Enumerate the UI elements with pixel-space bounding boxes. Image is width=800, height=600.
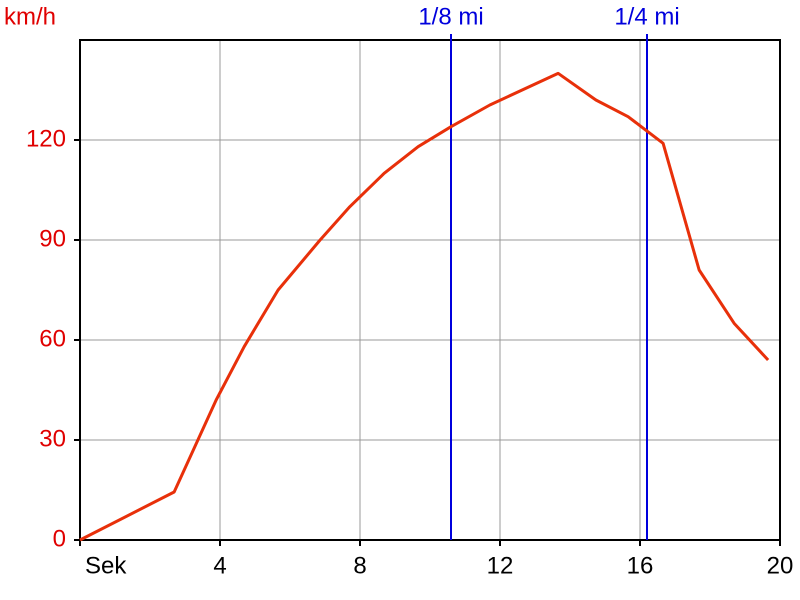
speed-line: [79, 71, 770, 542]
y-tick-label: 0: [53, 525, 66, 552]
plot-frame: [79, 39, 781, 541]
distance-marker-label: 1/4 mi: [614, 3, 679, 30]
y-tick-label: 60: [39, 325, 66, 352]
x-tick-label: 4: [213, 552, 226, 579]
y-tick-label: 90: [39, 225, 66, 252]
x-tick-label: 16: [627, 552, 654, 579]
distance-marker-label: 1/8 mi: [418, 3, 483, 30]
y-axis-label: km/h: [4, 3, 56, 30]
y-tick-label: 30: [39, 425, 66, 452]
x-tick-label: 12: [487, 552, 514, 579]
y-tick-label: 120: [26, 125, 66, 152]
x-tick-label: Sek: [85, 552, 127, 579]
x-tick-label: 20: [767, 552, 794, 579]
x-tick-label: 8: [353, 552, 366, 579]
